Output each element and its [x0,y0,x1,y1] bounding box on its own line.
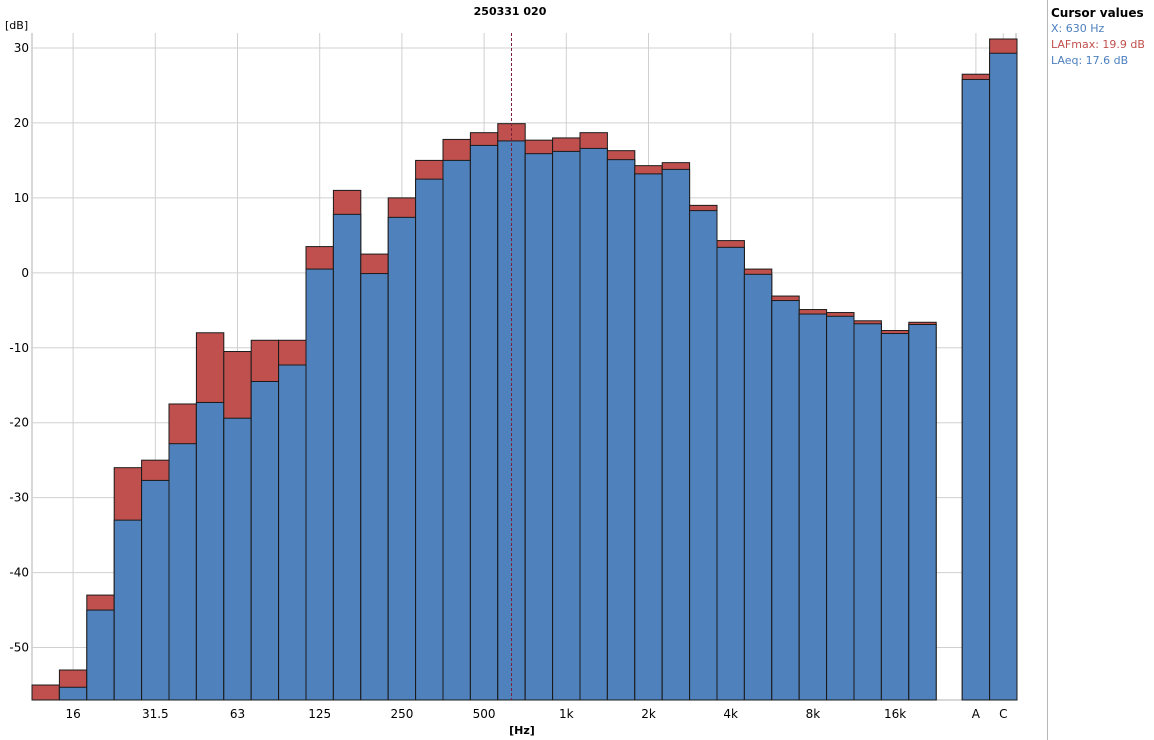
bar-laeq-6.3k [771,300,800,701]
bar-laeq-250 [387,216,417,701]
bar-laeq-100 [278,364,307,701]
x-tick-label: 16k [884,707,906,721]
bar-laeq-8k [798,313,828,701]
x-axis-unit-label: [Hz] [509,724,535,737]
bar-laeq-1.6k [606,159,636,701]
bar-laeq-3.15k [689,210,718,701]
bar-laeq-2.5k [661,168,691,701]
x-tick-label: 63 [230,707,245,721]
x-tick-label: 8k [806,707,821,721]
bar-laeq-C [989,52,1018,701]
x-tick-label: 125 [308,707,331,721]
bar-laeq-200 [360,273,389,701]
x-tick-label: 2k [641,707,656,721]
bar-laeq-160 [332,213,362,701]
y-tick-label: -50 [9,641,29,655]
bar-laeq-12.5k [853,323,882,701]
y-tick-label: -30 [9,491,29,505]
x-tick-label: 31.5 [142,707,169,721]
cursor-laeq-value: LAeq: 17.6 dB [1051,54,1129,67]
tick-labels: 30 20 10 0 -10 -20 -30 -40 -50 16 31.5 63 125 250 500 1… [9,41,1007,721]
bars [31,38,1018,701]
x-tick-label: 500 [473,707,496,721]
bar-laeq-50 [195,401,225,701]
bar-laeq-315 [415,178,444,701]
chart-title: 250331 020 [474,5,547,18]
bar-laeq-16k [880,333,910,701]
x-tick-label: 4k [723,707,738,721]
cursor-values-title: Cursor values [1051,6,1144,20]
x-tick-label: 250 [390,707,413,721]
bar-laeq-800 [524,153,554,701]
y-tick-label: -20 [9,416,29,430]
x-tick-label: 16 [65,707,80,721]
bar-laeq-63 [223,417,252,701]
y-tick-label: 30 [14,41,29,55]
bar-laeq-2k [634,173,663,701]
y-tick-label: 0 [21,266,29,280]
y-axis-unit-label: [dB] [5,19,28,32]
bar-laeq-16 [58,686,88,701]
x-tick-label: A [972,707,981,721]
bar-laeq-80 [250,380,280,701]
bar-laeq-4k [716,246,745,701]
x-tick-label: C [999,707,1007,721]
bar-laeq-1k [552,150,581,701]
bar-laeq-400 [442,159,471,701]
bar-laeq-10k [826,315,855,701]
y-tick-label: -10 [9,341,29,355]
cursor-values-panel: Cursor values X: 630 Hz LAFmax: 19.9 dB … [1047,0,1154,740]
y-tick-label: 10 [14,191,29,205]
cursor-lafmax-value: LAFmax: 19.9 dB [1051,38,1145,51]
bar-laeq-40 [168,443,197,701]
bar-laeq-20k [908,324,937,701]
bar-lafmax-12.5 [31,684,60,701]
spectrum-chart: 250331 020 [dB] [Hz] 30 20 10 0 -10 -20 -30 -40… [5,5,1018,737]
bar-laeq-20 [86,609,115,701]
y-tick-label: 20 [14,116,29,130]
bar-laeq-A [961,78,991,701]
y-tick-label: -40 [9,566,29,580]
bar-laeq-1.25k [579,147,608,701]
bar-laeq-125 [305,268,334,701]
bar-laeq-31.5 [141,479,170,701]
bar-laeq-5k [743,273,773,701]
x-tick-label: 1k [559,707,574,721]
bar-laeq-500 [469,144,499,701]
cursor-x-value: X: 630 Hz [1051,22,1105,35]
bar-laeq-25 [113,519,143,701]
